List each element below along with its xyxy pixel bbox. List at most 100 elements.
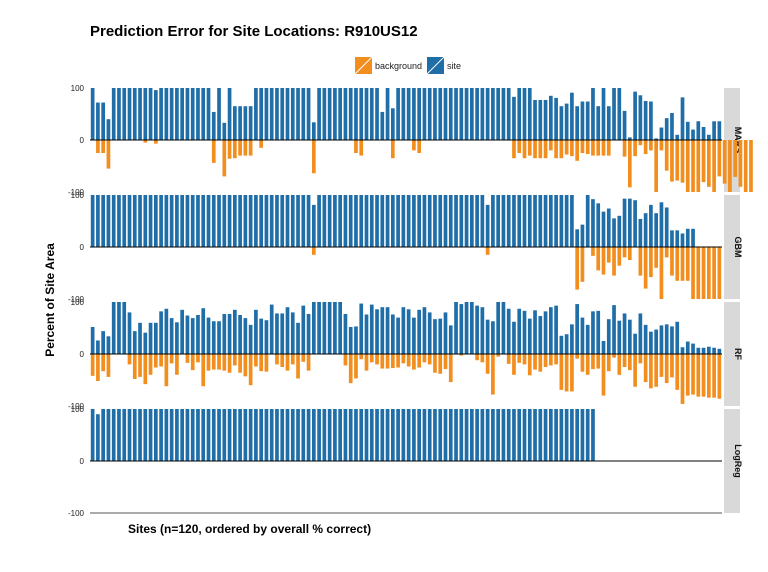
bar-site bbox=[606, 319, 611, 354]
bar-site bbox=[638, 95, 643, 140]
bar-background bbox=[627, 354, 632, 371]
bar-background bbox=[670, 247, 674, 276]
bar-site bbox=[164, 88, 169, 140]
bar-site bbox=[327, 195, 332, 247]
bar-site bbox=[180, 195, 185, 247]
bar-background bbox=[106, 140, 111, 169]
bar-site bbox=[580, 101, 585, 140]
bar-site bbox=[275, 88, 279, 140]
bar-site bbox=[659, 127, 664, 140]
bar-site bbox=[385, 195, 390, 247]
bar-background bbox=[169, 354, 174, 364]
bar-site bbox=[190, 318, 195, 354]
bar-site bbox=[448, 88, 453, 140]
bar-site bbox=[153, 90, 158, 140]
bar-background bbox=[606, 140, 611, 156]
bar-site bbox=[533, 409, 537, 461]
bar-site bbox=[285, 88, 290, 140]
bar-background bbox=[143, 354, 148, 385]
bar-site bbox=[206, 88, 211, 140]
y-tick-label: 100 bbox=[71, 405, 85, 414]
bar-site bbox=[543, 409, 548, 461]
bar-site bbox=[385, 88, 390, 140]
bar-site bbox=[348, 326, 353, 354]
bar-site bbox=[122, 88, 127, 140]
bar-background bbox=[417, 354, 422, 368]
bar-background bbox=[243, 140, 248, 156]
bar-site bbox=[301, 88, 306, 140]
bar-site bbox=[485, 409, 490, 461]
bar-site bbox=[101, 331, 106, 354]
bar-site bbox=[169, 409, 174, 461]
bar-site bbox=[475, 88, 479, 140]
bar-site bbox=[643, 101, 648, 140]
panel-mars: MARS 100 0 -100 bbox=[68, 84, 753, 197]
bar-site bbox=[538, 195, 543, 247]
bar-site bbox=[301, 195, 306, 247]
bar-site bbox=[232, 195, 237, 247]
bar-site bbox=[627, 137, 632, 140]
bar-site bbox=[591, 88, 595, 140]
bar-site bbox=[132, 331, 137, 354]
bar-background bbox=[206, 354, 211, 371]
facet-strip bbox=[724, 302, 740, 406]
bar-site bbox=[196, 409, 200, 461]
bar-site bbox=[575, 304, 580, 354]
bar-site bbox=[275, 409, 279, 461]
bar-background bbox=[612, 354, 616, 358]
bar-site bbox=[522, 409, 527, 461]
bar-site bbox=[548, 307, 553, 354]
bar-site bbox=[143, 195, 148, 247]
bar-background bbox=[496, 354, 501, 357]
bar-site bbox=[259, 88, 264, 140]
bar-site bbox=[296, 322, 300, 354]
bar-background bbox=[670, 140, 674, 182]
bar-site bbox=[364, 314, 369, 354]
bar-site bbox=[190, 195, 195, 247]
bar-site bbox=[596, 310, 601, 354]
bar-site bbox=[448, 195, 453, 247]
bar-site bbox=[259, 318, 264, 354]
bar-background bbox=[717, 247, 722, 299]
bar-site bbox=[543, 195, 548, 247]
bar-site bbox=[538, 316, 543, 354]
bar-background bbox=[522, 354, 527, 365]
bar-site bbox=[543, 99, 548, 140]
bar-site bbox=[469, 195, 474, 247]
bar-background bbox=[153, 140, 158, 144]
bar-site bbox=[317, 88, 321, 140]
bar-background bbox=[390, 354, 395, 369]
bar-site bbox=[517, 409, 522, 461]
bar-site bbox=[117, 409, 121, 461]
bar-site bbox=[433, 319, 437, 354]
bar-background bbox=[643, 354, 648, 383]
bar-site bbox=[311, 122, 316, 140]
bar-site bbox=[211, 195, 216, 247]
bar-site bbox=[412, 88, 416, 140]
bar-background bbox=[712, 354, 716, 398]
bar-background bbox=[422, 354, 427, 363]
bar-site bbox=[185, 409, 190, 461]
bar-site bbox=[359, 409, 364, 461]
bar-site bbox=[290, 195, 295, 247]
bar-background bbox=[664, 247, 669, 258]
bar-site bbox=[222, 195, 227, 247]
bar-site bbox=[691, 228, 695, 247]
bar-site bbox=[543, 311, 548, 354]
bar-site bbox=[501, 88, 506, 140]
bar-site bbox=[222, 409, 227, 461]
bar-site bbox=[491, 321, 495, 354]
bar-background bbox=[522, 140, 527, 159]
bar-background bbox=[712, 247, 716, 299]
bar-site bbox=[375, 309, 379, 354]
bar-site bbox=[175, 322, 179, 354]
bar-site bbox=[680, 347, 685, 354]
bar-background bbox=[148, 354, 153, 375]
bar-site bbox=[206, 317, 211, 354]
bar-site bbox=[322, 409, 327, 461]
bar-site bbox=[264, 195, 269, 247]
bar-site bbox=[638, 218, 643, 247]
y-tick-label: -100 bbox=[68, 402, 85, 411]
bar-background bbox=[506, 354, 511, 364]
bar-site bbox=[406, 88, 411, 140]
